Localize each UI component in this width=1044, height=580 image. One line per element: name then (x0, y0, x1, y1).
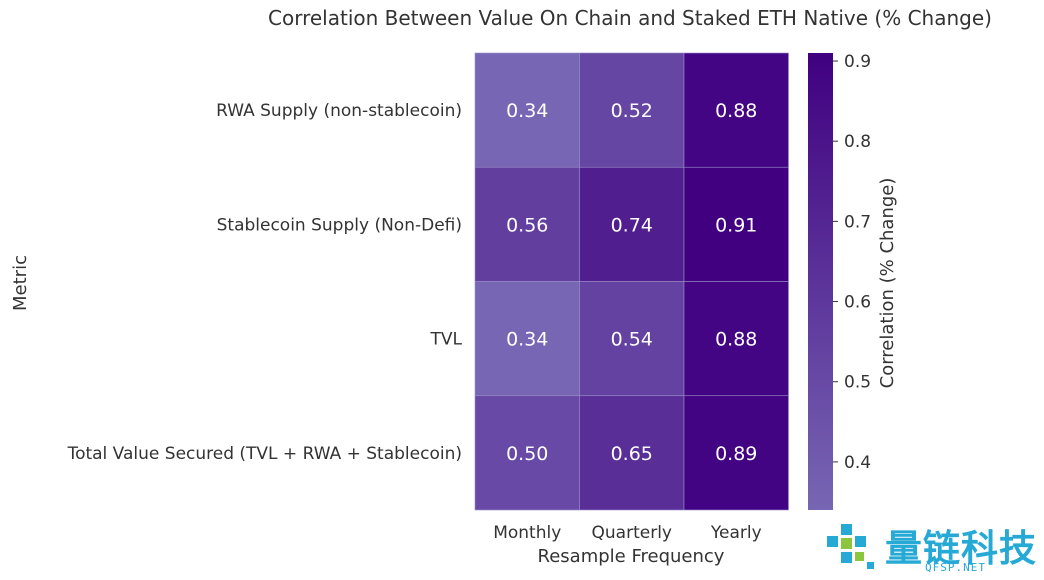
cell-value-label: 0.65 (611, 443, 653, 465)
column-tick-label: Yearly (710, 523, 762, 543)
cell-value-label: 0.34 (506, 100, 548, 122)
row-tick-label: Stablecoin Supply (Non-Defi) (217, 215, 462, 235)
cell-value-label: 0.91 (715, 214, 757, 236)
logo-icon (827, 524, 874, 569)
column-tick-label: Quarterly (592, 523, 672, 543)
colorbar-label: Correlation (% Change) (877, 178, 898, 389)
heatmap-cell (579, 281, 685, 397)
row-tick-label: RWA Supply (non-stablecoin) (216, 101, 462, 121)
column-tick-label: Monthly (493, 523, 561, 543)
watermark-logo: 量链科技 QFSP.NET (823, 516, 1044, 576)
cell-value-label: 0.74 (611, 214, 653, 236)
cell-value-label: 0.88 (715, 329, 757, 351)
heatmap-cell (683, 395, 789, 511)
heatmap-cell (683, 52, 789, 168)
cell-value-label: 0.56 (506, 214, 548, 236)
colorbar-tick-label: 0.6 (844, 293, 871, 313)
cell-value-label: 0.52 (611, 100, 653, 122)
colorbar-tick-label: 0.8 (844, 132, 871, 152)
colorbar-tick-label: 0.7 (844, 212, 871, 232)
colorbar (808, 53, 833, 510)
cell-value-label: 0.89 (715, 443, 757, 465)
watermark-subtext: QFSP.NET (925, 561, 986, 574)
chart-title: Correlation Between Value On Chain and S… (268, 6, 992, 30)
x-axis-label: Resample Frequency (538, 546, 725, 567)
cell-value-label: 0.34 (506, 329, 548, 351)
colorbar-tick-label: 0.9 (844, 52, 871, 72)
cell-value-label: 0.88 (715, 100, 757, 122)
heatmap-cell (474, 52, 580, 168)
heatmap-cell (474, 395, 580, 511)
heatmap-cell (474, 166, 580, 282)
heatmap-cell (474, 281, 580, 397)
colorbar-tick-label: 0.4 (844, 453, 871, 473)
row-tick-label: TVL (430, 330, 463, 350)
y-axis-label: Metric (10, 255, 31, 311)
colorbar-tick-label: 0.5 (844, 373, 871, 393)
cell-value-label: 0.50 (506, 443, 548, 465)
row-tick-label: Total Value Secured (TVL + RWA + Stablec… (67, 444, 462, 464)
watermark-text: 量链科技 (885, 527, 1037, 570)
heatmap-cell (579, 166, 685, 282)
heatmap-cell (683, 166, 789, 282)
heatmap-cell (579, 52, 685, 168)
cell-value-label: 0.54 (611, 329, 653, 351)
